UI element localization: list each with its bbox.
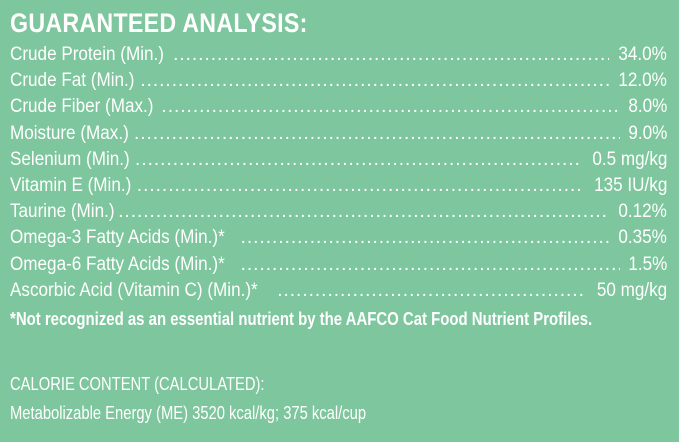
analysis-row-omega-3: Omega-3 Fatty Acids (Min.)* 0.35% bbox=[10, 225, 667, 251]
analysis-row-omega-6: Omega-6 Fatty Acids (Min.)* 1.5% bbox=[10, 252, 667, 278]
row-value: 34.0% bbox=[618, 44, 667, 65]
row-value: 0.35% bbox=[618, 227, 667, 249]
row-value: 8.0% bbox=[628, 96, 667, 118]
analysis-row-taurine: Taurine (Min.) 0.12% bbox=[10, 199, 667, 225]
row-label: Omega-6 Fatty Acids (Min.)* bbox=[10, 253, 225, 275]
dot-leader bbox=[118, 199, 609, 225]
row-value: 1.5% bbox=[628, 253, 667, 275]
row-label: Selenium (Min.) bbox=[10, 148, 130, 170]
row-label: Crude Fiber (Max.) bbox=[10, 96, 154, 118]
analysis-list: Crude Protein (Min.) 34.0% Crude Fat (Mi… bbox=[10, 42, 667, 304]
dot-leader bbox=[241, 225, 610, 251]
row-label: Moisture (Max.) bbox=[10, 122, 129, 144]
row-label: Taurine (Min.) bbox=[10, 201, 115, 223]
row-value: 0.12% bbox=[618, 201, 667, 223]
aafco-footnote: *Not recognized as an essential nutrient… bbox=[10, 308, 593, 329]
dot-leader bbox=[135, 147, 580, 173]
dot-leader bbox=[140, 68, 609, 94]
analysis-title: GUARANTEED ANALYSIS: bbox=[10, 8, 308, 38]
dot-leader bbox=[161, 94, 619, 120]
row-label: Omega-3 Fatty Acids (Min.)* bbox=[10, 227, 225, 249]
row-label: Crude Fat (Min.) bbox=[10, 70, 135, 92]
dot-leader bbox=[241, 252, 620, 278]
row-label: Vitamin E (Min.) bbox=[10, 174, 132, 196]
analysis-row-crude-protein: Crude Protein (Min.) 34.0% bbox=[10, 42, 667, 68]
dot-leader bbox=[134, 121, 620, 147]
analysis-row-crude-fat: Crude Fat (Min.) 12.0% bbox=[10, 68, 667, 94]
row-value: 0.5 mg/kg bbox=[591, 148, 667, 170]
row-label: Crude Protein (Min.) bbox=[10, 44, 164, 65]
dot-leader bbox=[173, 42, 609, 68]
analysis-row-vitamin-e: Vitamin E (Min.) 135 IU/kg bbox=[10, 173, 667, 199]
analysis-row-crude-fiber: Crude Fiber (Max.) 8.0% bbox=[10, 94, 667, 120]
metabolizable-energy-line: Metabolizable Energy (ME) 3520 kcal/kg; … bbox=[10, 403, 367, 423]
row-label: Ascorbic Acid (Vitamin C) (Min.)* bbox=[10, 279, 258, 301]
dot-leader bbox=[277, 278, 585, 304]
analysis-row-ascorbic-acid: Ascorbic Acid (Vitamin C) (Min.)* 50 mg/… bbox=[10, 278, 667, 304]
row-value: 12.0% bbox=[618, 70, 667, 92]
calorie-content-heading: CALORIE CONTENT (CALCULATED): bbox=[10, 374, 265, 394]
analysis-row-moisture: Moisture (Max.) 9.0% bbox=[10, 121, 667, 147]
row-value: 135 IU/kg bbox=[593, 174, 667, 196]
dot-leader bbox=[137, 173, 582, 199]
row-value: 50 mg/kg bbox=[596, 279, 667, 301]
row-value: 9.0% bbox=[628, 122, 667, 144]
analysis-row-selenium: Selenium (Min.) 0.5 mg/kg bbox=[10, 147, 667, 173]
